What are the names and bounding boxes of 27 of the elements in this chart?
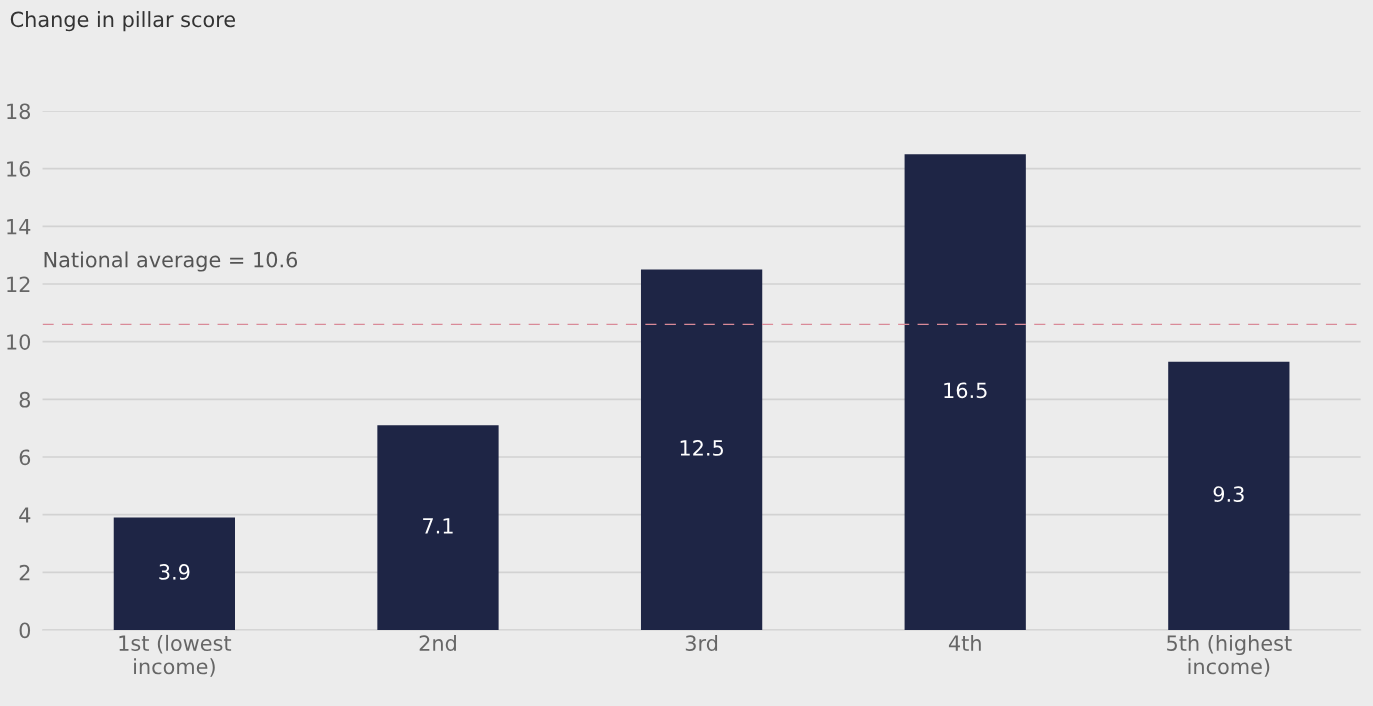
bar <box>377 425 499 631</box>
y-tick-label: 18 <box>7 103 31 120</box>
data-label: 3.9 <box>159 564 190 580</box>
bar <box>113 517 235 631</box>
data-label: 7.1 <box>423 518 453 534</box>
y-tick-label: 4 <box>19 507 31 523</box>
x-tick-label: 3rd <box>685 634 718 652</box>
y-tick-label: 12 <box>7 276 30 292</box>
bar <box>640 269 763 631</box>
y-tick-label: 2 <box>19 564 30 581</box>
bar <box>904 154 1026 631</box>
y-tick-label: 0 <box>19 622 31 639</box>
y-axis-title: Change in pillar score <box>10 11 236 32</box>
x-tick-label: 5th (highest income) <box>1167 634 1292 677</box>
y-tick-label: 10 <box>7 334 31 350</box>
x-tick-label: 2nd <box>419 634 456 652</box>
data-label: 9.3 <box>1213 486 1244 502</box>
ref-line-label: National average = 10.6 <box>44 251 298 272</box>
y-tick-label: 14 <box>7 219 31 235</box>
bar <box>1168 361 1290 631</box>
data-label: 16.5 <box>944 382 987 399</box>
x-tick-label: 1st (lowest income) <box>119 634 232 677</box>
x-tick-label: 4th <box>948 634 981 651</box>
y-tick-label: 6 <box>19 449 31 466</box>
y-tick-label: 8 <box>19 391 31 408</box>
y-tick-label: 16 <box>7 161 31 177</box>
data-label: 12.5 <box>680 440 723 456</box>
